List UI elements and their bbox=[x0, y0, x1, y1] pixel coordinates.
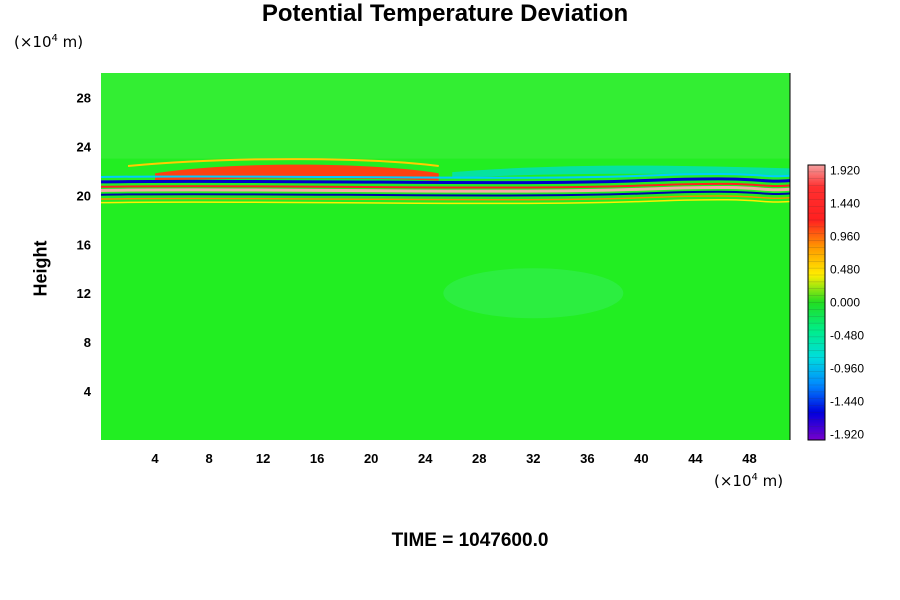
y-tick-label: 4 bbox=[84, 384, 92, 399]
heatmap-band-stripe bbox=[100, 182, 791, 189]
heatmap-yellow-edge bbox=[127, 158, 439, 167]
heatmap-cyan-wisp bbox=[452, 165, 790, 179]
colorbar-label: -0.960 bbox=[830, 362, 864, 376]
x-tick-label: 4 bbox=[151, 451, 159, 466]
heatmap-band-stripe bbox=[100, 198, 791, 205]
x-tick-label: 32 bbox=[526, 451, 540, 466]
x-tick-label: 28 bbox=[472, 451, 486, 466]
colorbar-label: 1.440 bbox=[830, 197, 860, 211]
colorbar-label: 0.000 bbox=[830, 296, 860, 310]
heatmap-band-stripe bbox=[100, 195, 791, 201]
time-label: TIME = 1047600.0 bbox=[391, 530, 549, 551]
y-axis-unit: (×104 m) bbox=[14, 33, 84, 51]
heatmap-faint-patch bbox=[443, 268, 624, 319]
colorbar-label: -1.440 bbox=[830, 395, 864, 409]
x-tick-label: 8 bbox=[205, 451, 212, 466]
x-tick-label: 16 bbox=[310, 451, 324, 466]
y-tick-label: 12 bbox=[77, 286, 91, 301]
x-tick-label: 48 bbox=[742, 451, 756, 466]
y-tick-label: 8 bbox=[84, 335, 91, 350]
heatmap-band-stripe bbox=[100, 177, 791, 185]
x-tick-label: 44 bbox=[688, 451, 703, 466]
heatmap-band-stripe bbox=[100, 190, 791, 197]
heatmap-band-stripe bbox=[100, 185, 791, 193]
x-tick-label: 12 bbox=[256, 451, 270, 466]
chart-title: Potential Temperature Deviation bbox=[261, 0, 629, 27]
x-tick-label: 24 bbox=[418, 451, 433, 466]
colorbar-label: 1.920 bbox=[830, 164, 860, 178]
y-tick-label: 24 bbox=[77, 139, 92, 154]
x-axis-unit: (×104 m) bbox=[714, 472, 784, 490]
colorbar-label: 0.960 bbox=[830, 230, 860, 244]
colorbar-label: -0.480 bbox=[830, 329, 864, 343]
x-tick-label: 20 bbox=[364, 451, 378, 466]
colorbar-label: -1.920 bbox=[830, 428, 864, 442]
heatmap-upper-region bbox=[101, 73, 790, 159]
y-tick-label: 20 bbox=[77, 188, 91, 203]
heatmap-band-stripe bbox=[100, 173, 791, 179]
y-tick-label: 28 bbox=[77, 90, 91, 105]
x-tick-label: 36 bbox=[580, 451, 594, 466]
colorbar-label: 0.480 bbox=[830, 263, 860, 277]
x-tick-label: 40 bbox=[634, 451, 648, 466]
y-tick-label: 16 bbox=[77, 237, 91, 252]
